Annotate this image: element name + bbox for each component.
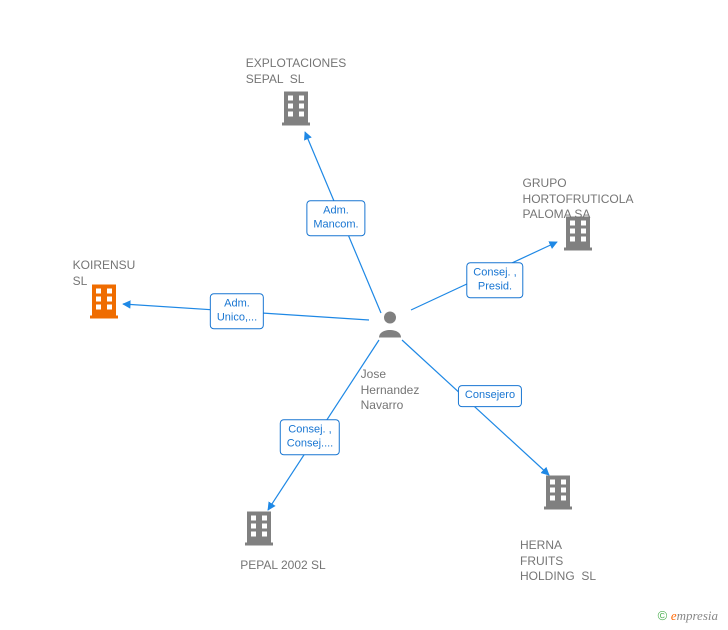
person-icon (377, 310, 403, 343)
node-label-herna: HERNA FRUITS HOLDING SL (520, 538, 596, 585)
edge-label: Adm. Unico,... (210, 293, 264, 329)
building-icon (243, 510, 275, 551)
edge-label: Adm. Mancom. (306, 200, 365, 236)
edge-label: Consej. , Presid. (466, 262, 523, 298)
center-node-label: Jose Hernandez Navarro (361, 367, 420, 414)
node-label-grupo: GRUPO HORTOFRUTICOLA PALOMA SA (523, 176, 634, 223)
edge-label: Consej. , Consej.... (280, 419, 340, 455)
brand-rest: mpresia (677, 608, 718, 623)
edge-line (402, 340, 549, 475)
edge-label: Consejero (458, 385, 522, 407)
building-icon (280, 90, 312, 131)
node-label-explotaciones: EXPLOTACIONES SEPAL SL (246, 56, 346, 87)
node-label-koirensu: KOIRENSU SL (73, 258, 136, 289)
footer-attribution: © empresia (658, 608, 718, 624)
copyright-symbol: © (658, 608, 668, 623)
building-icon (542, 474, 574, 515)
node-label-pepal: PEPAL 2002 SL (240, 558, 325, 574)
